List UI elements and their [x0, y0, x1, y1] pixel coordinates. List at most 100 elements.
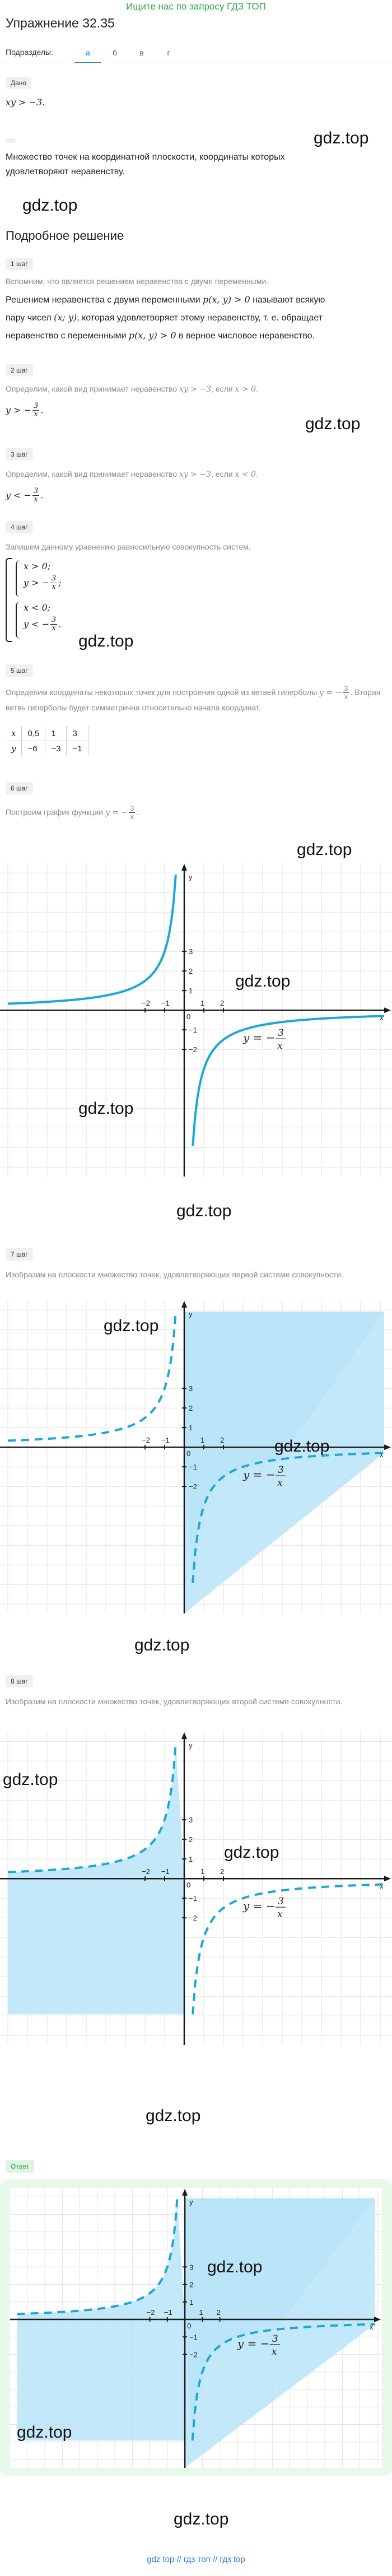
watermark: gdz.top [176, 1202, 232, 1220]
curve-label: y = − [242, 1031, 276, 1044]
step-6-tag: 6 шаг [6, 782, 33, 794]
outer-bracket [6, 558, 12, 642]
step-1-tag: 1 шаг [6, 258, 33, 270]
watermark: gdz.top [297, 840, 352, 859]
x-tick-label: 1 [200, 1867, 204, 1876]
x-axis-label: x [380, 1450, 384, 1459]
hyperbola-left-branch [7, 1311, 177, 1442]
y-tick-label: 3 [189, 1384, 193, 1393]
brace-1 [16, 560, 21, 597]
x-axis-label: x [380, 1882, 384, 1890]
y-axis-label: y [189, 1741, 193, 1750]
region-second-top [8, 1743, 184, 1879]
curve-label: y = − [242, 1468, 276, 1481]
given-expression: xy > −3. [6, 97, 45, 108]
watermark: gdz.top [134, 1636, 190, 1654]
hyperbola-left-branch [7, 874, 177, 1005]
y-tick-label: −1 [189, 1894, 197, 1903]
find-tag [6, 138, 16, 143]
watermark: gdz.top [207, 2258, 263, 2276]
region-first-bottom [184, 1447, 384, 1583]
origin-label: 0 [186, 1881, 190, 1889]
bottom-links[interactable]: gdz top // гдз топ // гдз top [147, 2555, 245, 2564]
step-3-tag: 3 шаг [6, 448, 33, 461]
system-of-inequalities: x > 0; y > −3 x; x < 0; y < −3 x. [6, 558, 84, 642]
y-tick-label: 3 [189, 947, 193, 956]
step-4-tag: 4 шаг [6, 521, 33, 533]
table-cell: −6 [21, 741, 46, 756]
y-tick-label: 2 [189, 967, 193, 975]
hyperbola-right-branch [192, 1452, 385, 1583]
hyperbola-right-branch [192, 1015, 385, 1146]
subsection-tabs: а б в г [74, 45, 182, 63]
origin-label: 0 [186, 1449, 190, 1458]
watermark: gdz.top [22, 196, 78, 215]
y-tick-label: 1 [189, 987, 193, 995]
curve-label: y = − [242, 1899, 276, 1913]
x-tick-label: −2 [147, 2308, 155, 2317]
hyperbola-right-branch [191, 2323, 375, 2441]
page-title: Упражнение 32.35 [6, 16, 115, 30]
y-tick-label: 1 [189, 1424, 193, 1432]
x-tick-label: −1 [161, 1867, 170, 1876]
watermark: gdz.top [174, 2510, 229, 2528]
region-second-top [17, 2198, 185, 2319]
x-axis-label: x [370, 2323, 374, 2331]
watermark: gdz.top [3, 1770, 58, 1789]
region-first-top [185, 2198, 375, 2319]
step-8-text: Изобразим на плоскости множество точек, … [6, 1697, 343, 1706]
y-tick-label: −2 [189, 1045, 197, 1054]
step-1-line-3: неравенство с переменными p(x, y) > 0 в … [6, 330, 315, 341]
y-arrow [181, 1732, 187, 1739]
step-5-tag: 5 шаг [6, 664, 33, 677]
y-axis-label: y [189, 873, 193, 881]
hyperbola-left-branch [17, 2198, 179, 2315]
curve-label-den: x [277, 1040, 283, 1052]
x-axis-label: x [380, 1013, 384, 1022]
curve-label-den: x [277, 1477, 283, 1489]
sys-2-a: x < 0; [24, 602, 51, 613]
hyperbola-right-branch [192, 1883, 385, 2015]
y-arrow [181, 1301, 187, 1308]
watermark: gdz.top [314, 129, 369, 147]
y-tick-label: 2 [189, 1835, 193, 1844]
region-second-bottom [17, 2319, 185, 2441]
find-text: Множество точек на координатной плоскост… [6, 152, 285, 176]
table-x-label: x [6, 726, 22, 741]
values-table: x 0,5 1 3 y −6 −3 −1 [6, 726, 88, 756]
brace-2 [16, 602, 21, 639]
x-tick-label: −1 [161, 1436, 170, 1444]
curve-label-den: x [277, 1909, 283, 1920]
top-search-link[interactable]: Ищите нас по запросу ГДЗ ТОП [126, 1, 266, 12]
y-axis-label: y [189, 1310, 193, 1318]
x-tick-label: 1 [199, 2308, 203, 2317]
table-y-label: y [6, 741, 22, 756]
table-cell: 1 [45, 726, 67, 741]
region-first-bottom [185, 2319, 375, 2441]
watermark: gdz.top [274, 1437, 330, 1456]
table-cell: 0,5 [21, 726, 46, 741]
step-4-text: Запишем данному уравнению равносильную с… [6, 542, 251, 551]
sys-1-b: y > −3 x; [24, 574, 62, 592]
tab-a[interactable]: а [74, 45, 101, 63]
step-3-result: y < −3 x. [6, 487, 44, 504]
step-5-text: Определим координаты некоторых точек для… [6, 684, 381, 712]
y-tick-label: 2 [189, 1404, 193, 1412]
step-7-tag: 7 шаг [6, 1248, 33, 1261]
step-3-text: Определим, какой вид принимает неравенст… [6, 469, 258, 479]
y-tick-label: −1 [189, 1026, 197, 1034]
watermark: gdz.top [78, 632, 134, 650]
tab-g[interactable]: г [167, 48, 170, 57]
y-tick-label: −2 [189, 1482, 197, 1491]
tab-v[interactable]: в [139, 48, 144, 57]
curve-label-num: 3 [272, 2333, 278, 2345]
tab-b[interactable]: б [112, 48, 118, 57]
table-cell: −3 [45, 741, 67, 756]
watermark: gdz.top [305, 415, 361, 433]
step-6-text: Построим график функции y = −3 x. [6, 804, 139, 821]
curve-label-num: 3 [278, 1464, 284, 1476]
y-tick-label: 1 [189, 1855, 193, 1863]
watermark: gdz.top [17, 2423, 72, 2442]
